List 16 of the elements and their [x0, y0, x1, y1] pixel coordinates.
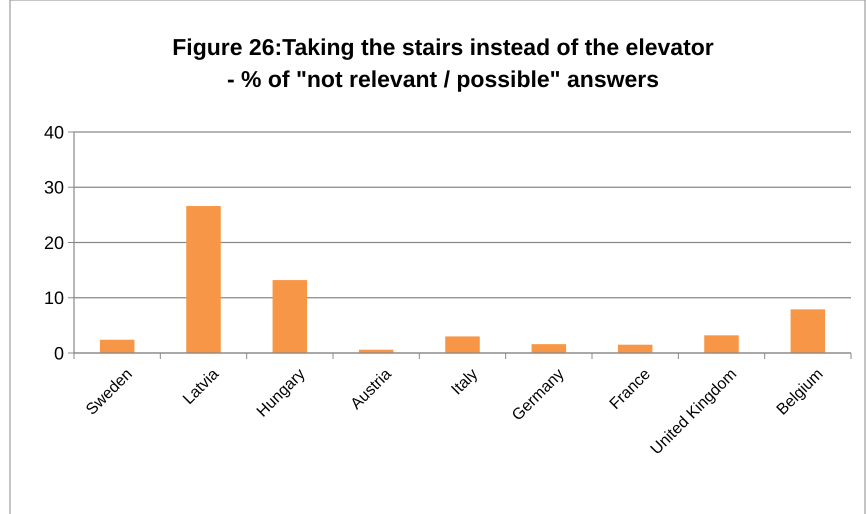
y-tick-label: 20: [44, 232, 64, 253]
bar: [272, 280, 308, 353]
y-tick-label: 40: [44, 122, 64, 142]
bar: [100, 340, 134, 353]
bar: [186, 206, 221, 353]
chart-title: Figure 26:Taking the stairs instead of the elevator - % of "not relevant / possible" answers: [172, 34, 714, 92]
y-tick-label: 0: [54, 343, 64, 364]
bar: [790, 309, 826, 353]
bar: [618, 344, 652, 353]
bar: [704, 335, 739, 353]
bar: [358, 350, 394, 353]
y-tick-label: 30: [44, 178, 64, 198]
bar: [532, 344, 566, 353]
y-tick-label: 10: [44, 288, 64, 308]
bar: [445, 336, 480, 353]
x-tick-label: Italy: [448, 366, 482, 398]
